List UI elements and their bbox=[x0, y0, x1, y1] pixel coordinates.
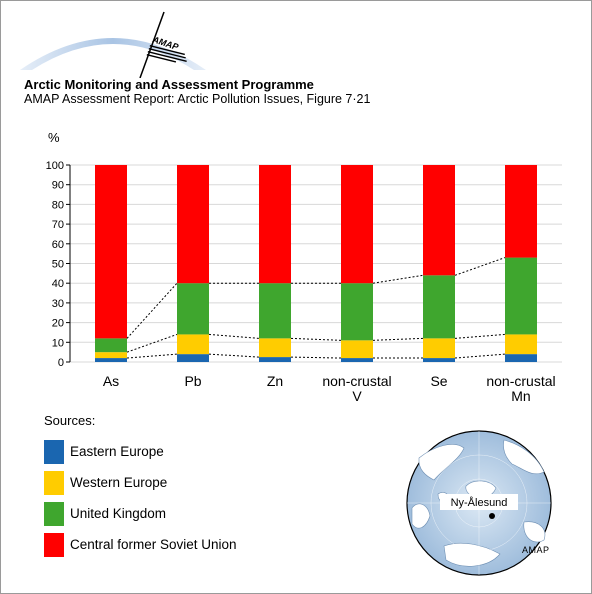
bar-segment bbox=[177, 334, 209, 355]
connector-line bbox=[126, 282, 178, 339]
y-tick-label: 50 bbox=[52, 259, 64, 271]
x-tick-label: Zn bbox=[267, 373, 283, 389]
y-tick-label: 90 bbox=[52, 180, 64, 192]
x-tick-label: Se bbox=[430, 373, 447, 389]
legend-swatch bbox=[44, 471, 64, 495]
logo-arc bbox=[20, 38, 206, 70]
legend-swatch bbox=[44, 533, 64, 557]
legend-label: Eastern Europe bbox=[70, 444, 164, 459]
y-tick-label: 80 bbox=[52, 199, 64, 211]
y-tick-label: 30 bbox=[52, 298, 64, 310]
y-tick-label: 10 bbox=[52, 337, 64, 349]
legend-title: Sources: bbox=[44, 413, 96, 428]
bar-segment bbox=[505, 334, 537, 355]
legend-label: Western Europe bbox=[70, 475, 168, 490]
connector-line bbox=[126, 353, 178, 359]
figure-subtitle: AMAP Assessment Report: Arctic Pollution… bbox=[24, 92, 371, 106]
legend-swatch bbox=[44, 440, 64, 464]
connector-line bbox=[454, 257, 506, 276]
bar-segment bbox=[95, 352, 127, 359]
figure-title: Arctic Monitoring and Assessment Program… bbox=[24, 77, 314, 92]
bar-segment bbox=[423, 358, 455, 362]
stacked-bar-chart: % 0 10 20 30 40 50 60 70 80 90 100 As Pb Zn non-crustal… bbox=[46, 130, 562, 404]
bar-segment bbox=[259, 357, 291, 362]
bar-segment bbox=[95, 165, 127, 339]
y-tick-label: 20 bbox=[52, 318, 64, 330]
map-landmasses bbox=[411, 439, 546, 567]
x-tick-label: Mn bbox=[511, 388, 530, 404]
bar-segment bbox=[341, 340, 373, 359]
y-tick-label: 100 bbox=[46, 160, 64, 172]
station-label: Ny-Ålesund bbox=[451, 496, 508, 509]
connector-line bbox=[372, 337, 424, 341]
bar-segment bbox=[341, 358, 373, 362]
y-tick-label: 40 bbox=[52, 278, 64, 290]
connector-line bbox=[208, 353, 260, 358]
bar-segment bbox=[505, 165, 537, 258]
connector-line bbox=[454, 353, 506, 359]
arctic-map: Ny-Ålesund bbox=[406, 430, 552, 576]
connector-line bbox=[372, 274, 424, 284]
connector-line bbox=[126, 333, 178, 353]
bar-segment bbox=[341, 165, 373, 284]
bar-segment bbox=[259, 165, 291, 284]
station-marker bbox=[489, 513, 495, 519]
x-tick-label: non-crustal bbox=[486, 373, 555, 389]
y-tick-label: 0 bbox=[58, 357, 64, 369]
bar-segment bbox=[95, 358, 127, 362]
connector-line bbox=[208, 333, 260, 339]
bar-segment bbox=[341, 283, 373, 341]
legend-label: United Kingdom bbox=[70, 506, 167, 521]
bar-segment bbox=[177, 354, 209, 362]
x-tick-label: V bbox=[352, 388, 362, 404]
legend-label: Central former Soviet Union bbox=[70, 537, 237, 552]
y-tick-label: 60 bbox=[52, 239, 64, 251]
bar-segment bbox=[505, 354, 537, 362]
bar-segment bbox=[177, 165, 209, 284]
y-axis-label: % bbox=[48, 130, 60, 145]
bar-segment bbox=[259, 283, 291, 339]
bar-segment bbox=[423, 165, 455, 276]
bar-segment bbox=[423, 338, 455, 359]
x-tick-label: As bbox=[103, 373, 119, 389]
bar-segment bbox=[95, 338, 127, 353]
y-tick-label: 70 bbox=[52, 219, 64, 231]
amap-logo: AMAP bbox=[20, 11, 206, 78]
connector-line bbox=[290, 356, 342, 359]
legend-swatch bbox=[44, 502, 64, 526]
connector-line bbox=[290, 337, 342, 341]
bar-segment bbox=[259, 338, 291, 358]
bar-segment bbox=[505, 257, 537, 335]
connector-line bbox=[454, 333, 506, 339]
bar-segment bbox=[177, 283, 209, 335]
station-label-box bbox=[440, 494, 518, 510]
x-tick-label: non-crustal bbox=[322, 373, 391, 389]
bar-segment bbox=[423, 275, 455, 339]
amap-credit: AMAP bbox=[522, 545, 550, 555]
x-tick-label: Pb bbox=[184, 373, 201, 389]
logo-tagline-lines bbox=[146, 44, 187, 63]
logo-needle bbox=[139, 11, 165, 78]
